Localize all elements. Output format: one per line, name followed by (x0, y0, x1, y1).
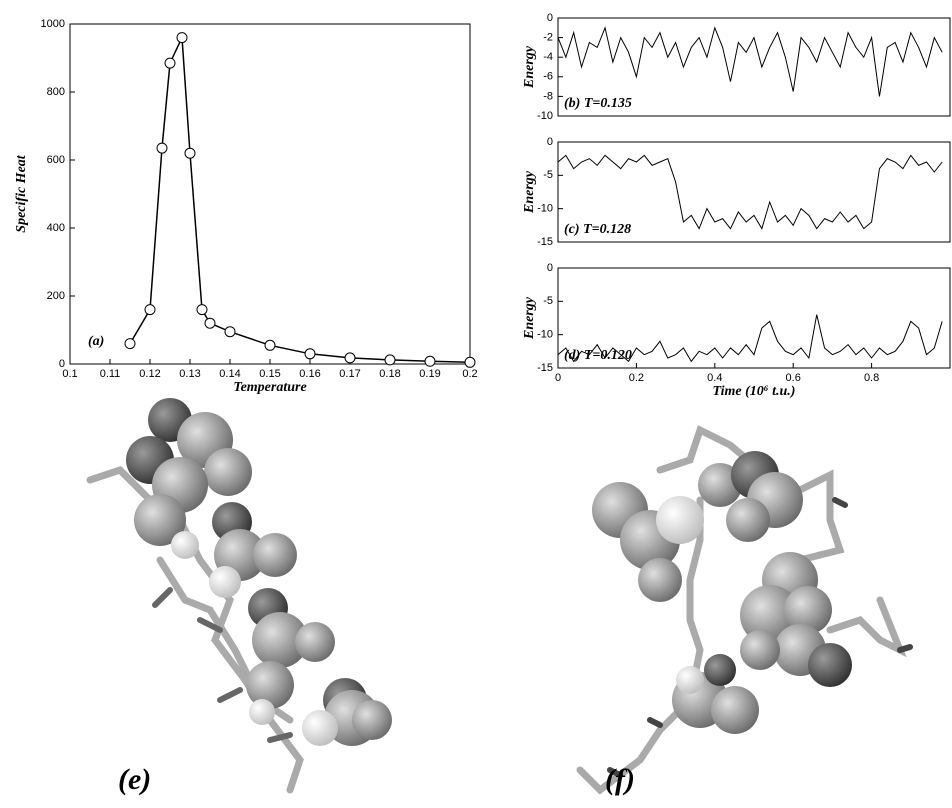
x-axis-label: Temperature (233, 380, 306, 395)
y-tick-label: -5 (543, 169, 553, 181)
marker (124, 338, 136, 350)
y-axis-label: Specific Heat (14, 154, 29, 232)
y-tick-label: 200 (47, 290, 65, 302)
y-tick-label: -10 (537, 329, 553, 341)
y-axis-label: Energy (522, 170, 537, 214)
annotation: (d) T=0.120 (564, 348, 632, 363)
marker (224, 326, 236, 338)
marker (384, 354, 396, 366)
annotation: (b) T=0.135 (564, 96, 632, 111)
y-tick-label: 0 (547, 12, 553, 24)
x-tick-label: 0.4 (707, 372, 722, 384)
y-tick-label: 800 (47, 86, 65, 98)
y-tick-label: -10 (537, 110, 553, 122)
marker (156, 142, 168, 154)
panel-label: (f) (605, 763, 635, 796)
molecule-e (86, 398, 392, 794)
plot-frame (69, 23, 471, 365)
marker (464, 356, 476, 368)
panel-label: (e) (118, 763, 151, 796)
y-tick-label: -10 (537, 203, 553, 215)
y-axis-label: Energy (522, 296, 537, 340)
x-tick-label: 0.18 (379, 368, 400, 380)
y-tick-label: -15 (537, 362, 553, 374)
marker (304, 348, 316, 360)
data-line (557, 314, 943, 363)
data-line (557, 26, 943, 97)
x-tick-label: 0.17 (339, 368, 360, 380)
x-tick-label: 0.8 (864, 372, 879, 384)
y-axis-label: Energy (522, 45, 537, 89)
x-tick-label: 0.2 (462, 368, 477, 380)
data-line (129, 34, 471, 364)
x-tick-label: 0.16 (299, 368, 320, 380)
marker (176, 32, 188, 44)
marker (144, 304, 156, 316)
x-tick-label: 0.14 (219, 368, 240, 380)
x-tick-label: 0.12 (139, 368, 160, 380)
x-tick-label: 0.15 (259, 368, 280, 380)
x-axis-label: Time (10⁶ t.u.) (713, 384, 796, 399)
y-tick-label: 400 (47, 222, 65, 234)
marker (204, 317, 216, 329)
annotation: (c) T=0.128 (564, 222, 631, 237)
plot-frame (557, 17, 951, 117)
x-tick-label: 0.13 (179, 368, 200, 380)
y-tick-label: 0 (547, 262, 553, 274)
x-tick-label: 0.19 (419, 368, 440, 380)
y-tick-label: -2 (543, 32, 553, 44)
plot-frame (557, 141, 951, 243)
y-tick-label: 1000 (41, 18, 65, 30)
y-tick-label: 0 (547, 136, 553, 148)
y-tick-label: -15 (537, 236, 553, 248)
y-tick-label: -4 (543, 51, 553, 63)
marker (264, 339, 276, 351)
y-tick-label: 0 (59, 358, 65, 370)
x-tick-label: 0.11 (100, 368, 121, 380)
molecule-f (576, 425, 913, 795)
data-line (557, 154, 943, 230)
marker (344, 352, 356, 364)
plot-frame (557, 267, 951, 369)
x-tick-label: 0.2 (629, 372, 644, 384)
marker (184, 147, 196, 159)
y-tick-label: -6 (543, 71, 553, 83)
annotation: (a) (88, 334, 104, 349)
marker (164, 57, 176, 69)
y-tick-label: -5 (543, 295, 553, 307)
y-tick-label: -8 (543, 90, 553, 102)
marker (424, 355, 436, 367)
x-tick-label: 0.6 (786, 372, 801, 384)
y-tick-label: 600 (47, 154, 65, 166)
x-tick-label: 0 (555, 372, 561, 384)
x-tick-label: 0.1 (62, 368, 77, 380)
marker (196, 304, 208, 316)
